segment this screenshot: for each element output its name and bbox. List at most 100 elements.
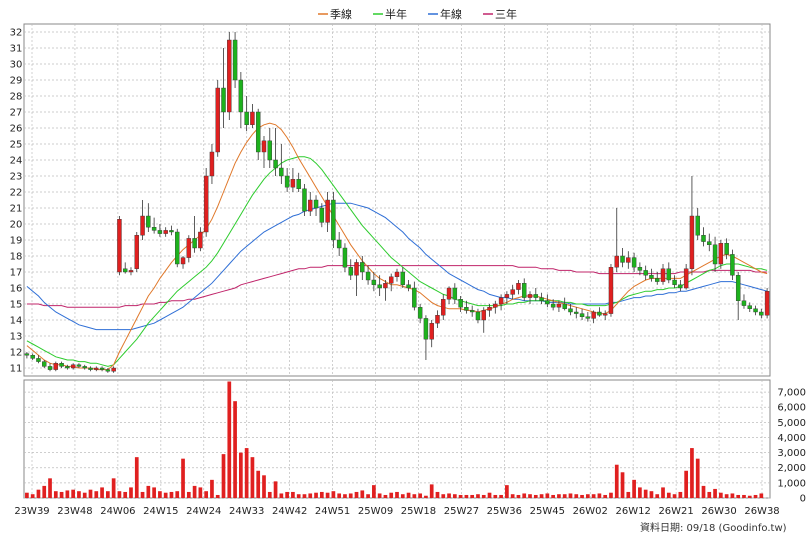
candle-body bbox=[255, 111, 261, 153]
candle-body bbox=[59, 363, 64, 367]
candle-body bbox=[701, 234, 706, 242]
price-tick-label: 29 bbox=[10, 76, 23, 87]
candle-body bbox=[82, 366, 87, 369]
candle-body bbox=[360, 262, 365, 273]
candle-body bbox=[741, 300, 747, 306]
volume-bar bbox=[360, 490, 365, 498]
volume-bar bbox=[568, 493, 573, 498]
price-tick-label: 30 bbox=[10, 60, 23, 71]
candle-body bbox=[186, 238, 192, 258]
volume-bar bbox=[256, 470, 261, 498]
candle-body bbox=[637, 267, 643, 271]
candle-body bbox=[510, 289, 515, 295]
candle-body bbox=[764, 291, 770, 316]
candle-body bbox=[221, 87, 226, 113]
volume-bar bbox=[620, 472, 625, 498]
candle-body bbox=[441, 299, 446, 316]
candle-body bbox=[562, 303, 567, 310]
candle-body bbox=[354, 262, 359, 276]
volume-bar bbox=[123, 491, 128, 498]
moving-average-lines bbox=[26, 122, 768, 371]
candle-body bbox=[759, 311, 764, 316]
candle-body bbox=[574, 311, 579, 314]
volume-bar bbox=[418, 493, 422, 498]
candle-body bbox=[122, 268, 128, 273]
volume-bar bbox=[239, 452, 243, 498]
volume-bar bbox=[36, 489, 41, 498]
candle-body bbox=[568, 308, 573, 313]
candle-body bbox=[683, 268, 689, 289]
volume-bar bbox=[42, 485, 47, 498]
price-tick-label: 19 bbox=[10, 236, 23, 247]
volume-bar bbox=[325, 492, 330, 498]
time-tick-label: 25W09 bbox=[358, 506, 393, 517]
volume-bar bbox=[152, 487, 156, 498]
volume-bar bbox=[452, 494, 457, 498]
candle-body bbox=[597, 311, 602, 316]
volume-bar bbox=[377, 493, 382, 498]
candle-body bbox=[65, 366, 70, 369]
volume-bar bbox=[597, 493, 602, 498]
candle-body bbox=[527, 294, 533, 298]
candle-body bbox=[198, 231, 203, 249]
volume-bar bbox=[77, 491, 81, 498]
candle-body bbox=[707, 241, 712, 246]
time-tick-label: 24W15 bbox=[143, 506, 178, 517]
volume-bar bbox=[545, 493, 550, 498]
moving-average-line bbox=[26, 156, 768, 367]
candle-body bbox=[730, 254, 735, 276]
time-tick-label: 26W02 bbox=[573, 506, 608, 517]
volume-tick-label: 6,000 bbox=[777, 403, 806, 414]
candle-body bbox=[718, 242, 724, 265]
price-tick-label: 20 bbox=[10, 220, 23, 231]
volume-bar bbox=[574, 494, 579, 498]
candle-body bbox=[146, 215, 151, 228]
candle-body bbox=[533, 294, 539, 298]
price-tick-label: 17 bbox=[10, 268, 23, 279]
volume-bar bbox=[672, 494, 677, 498]
volume-bar bbox=[389, 492, 394, 498]
candle-body bbox=[117, 218, 122, 273]
volume-bar bbox=[140, 491, 145, 498]
volume-bar bbox=[262, 475, 266, 498]
volume-bar bbox=[106, 491, 110, 498]
candle-body bbox=[695, 215, 700, 236]
volume-bar bbox=[487, 492, 492, 498]
volume-bar bbox=[181, 458, 185, 498]
volume-bar bbox=[169, 491, 174, 498]
volume-bar bbox=[557, 494, 561, 498]
volume-bar bbox=[759, 493, 764, 498]
time-axis-ticks: 23W39 23W48 24W06 24W15 24W24 24W33 24W42 24W51… bbox=[14, 506, 779, 517]
candle-body bbox=[157, 230, 163, 234]
candle-body bbox=[331, 199, 336, 241]
candle-body bbox=[215, 87, 220, 153]
price-tick-label: 27 bbox=[10, 108, 23, 119]
candle-body bbox=[36, 358, 41, 362]
volume-bar bbox=[354, 491, 359, 498]
candle-body bbox=[371, 279, 377, 286]
price-tick-label: 31 bbox=[10, 44, 23, 55]
volume-bar bbox=[198, 487, 203, 498]
volume-bar bbox=[562, 494, 567, 498]
price-plot-area bbox=[23, 23, 771, 377]
candle-body bbox=[88, 367, 93, 370]
volume-bar bbox=[638, 487, 642, 498]
candle-body bbox=[209, 151, 215, 177]
volume-bar bbox=[192, 485, 197, 498]
volume-bar bbox=[510, 494, 515, 498]
volume-bar bbox=[632, 479, 636, 498]
price-tick-label: 21 bbox=[10, 204, 23, 215]
candle-body bbox=[232, 39, 238, 81]
candle-body bbox=[383, 283, 388, 289]
price-tick-label: 12 bbox=[10, 348, 23, 359]
volume-bar bbox=[129, 487, 133, 498]
volume-bar bbox=[117, 491, 122, 498]
volume-bar bbox=[400, 494, 405, 498]
volume-bar bbox=[204, 491, 209, 498]
volume-bar bbox=[678, 491, 683, 498]
candle-body bbox=[175, 231, 180, 265]
candle-body bbox=[469, 310, 475, 313]
volume-tick-label: 3,000 bbox=[777, 448, 806, 459]
candle-body bbox=[336, 239, 342, 249]
candle-body bbox=[429, 323, 434, 340]
